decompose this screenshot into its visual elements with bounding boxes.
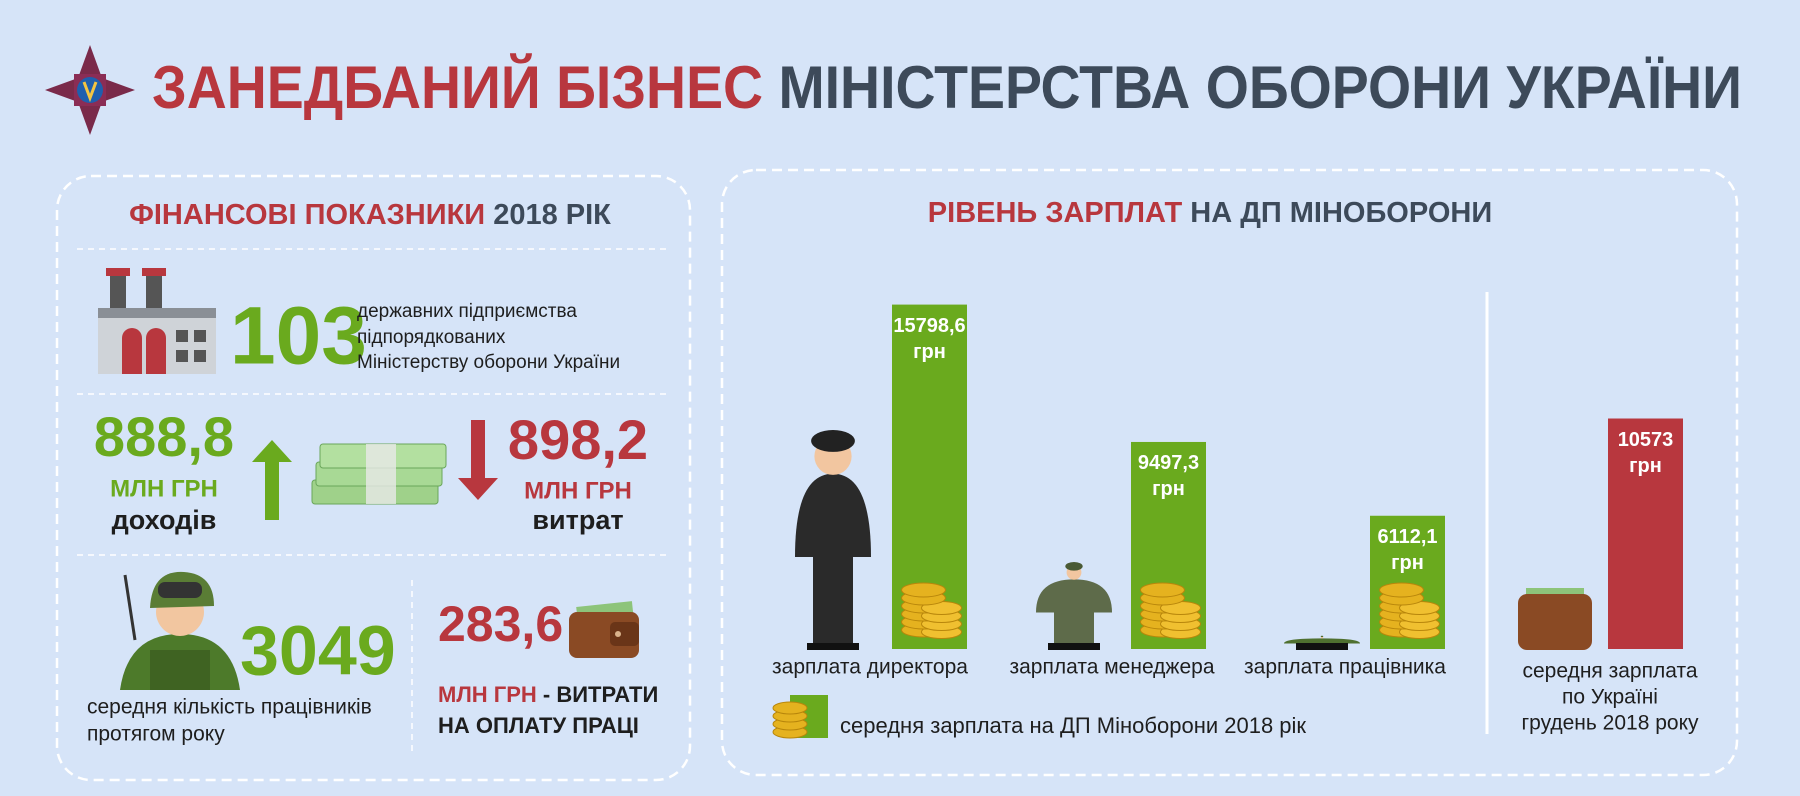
person-icon xyxy=(1284,635,1360,650)
torso xyxy=(1284,638,1360,644)
bar-value-label: 15798,6 xyxy=(893,315,965,337)
expenses-unit: МЛН ГРН xyxy=(524,477,632,504)
income-label: доходів xyxy=(112,505,217,535)
labor-costs-line: МЛН ГРН - ВИТРАТИ xyxy=(438,682,658,707)
labor-costs-number: 283,6 xyxy=(438,596,563,652)
shoes xyxy=(1296,643,1348,650)
finance-title: ФІНАНСОВІ ПОКАЗНИКИ 2018 РІК xyxy=(129,199,611,231)
finance-title-red: ФІНАНСОВІ ПОКАЗНИКИ xyxy=(129,199,485,231)
coin xyxy=(1140,582,1185,598)
bar-caption: зарплата працівника xyxy=(1244,656,1446,679)
national-caption: середня зарплата xyxy=(1522,660,1697,683)
shoes xyxy=(1048,643,1100,650)
bar-unit-label: грн xyxy=(1629,455,1662,477)
title-dark: МІНІСТЕРСТВА ОБОРОНИ УКРАЇНИ xyxy=(778,54,1742,121)
arrow-down xyxy=(458,420,498,500)
coins-icon xyxy=(1379,582,1440,639)
panel-finance xyxy=(55,174,692,782)
labor-costs-text: - ВИТРАТИ xyxy=(543,682,658,707)
bar xyxy=(1608,418,1683,649)
torso xyxy=(1036,579,1112,613)
expenses-label: витрат xyxy=(532,505,623,535)
money-icon xyxy=(311,443,447,505)
enterprises-text: державних підприємства xyxy=(357,301,577,322)
separators xyxy=(77,248,668,752)
coin xyxy=(1379,582,1424,598)
factory-icon xyxy=(98,268,216,374)
coin xyxy=(901,582,946,598)
emblem xyxy=(45,45,135,135)
hat xyxy=(811,430,855,452)
salary-title-dark: НА ДП МІНОБОРОНИ xyxy=(1190,197,1492,229)
arrow-up xyxy=(252,440,292,520)
coins-icon xyxy=(901,582,962,639)
bar-value-label: 6112,1 xyxy=(1377,526,1437,548)
coin xyxy=(772,701,808,715)
wallet-icon xyxy=(1518,588,1592,650)
panel-salary xyxy=(720,168,1739,777)
shoes xyxy=(807,643,859,650)
legend-coins xyxy=(772,701,808,739)
national-caption: грудень 2018 року xyxy=(1521,712,1699,735)
bar-caption: зарплата менеджера xyxy=(1010,656,1215,679)
national-caption: по Україні xyxy=(1562,686,1658,709)
enterprises-text: підпорядкованих xyxy=(357,327,506,348)
bar-unit-label: грн xyxy=(1391,552,1424,574)
workers-text: середня кількість працівників xyxy=(87,696,372,719)
wallet-icon xyxy=(569,601,639,658)
torso xyxy=(795,473,871,558)
wallet-body xyxy=(1518,594,1592,650)
coins-icon xyxy=(1140,582,1201,639)
enterprises-number: 103 xyxy=(230,291,367,382)
hat xyxy=(1320,635,1324,638)
legs xyxy=(813,550,853,645)
bar-unit-label: грн xyxy=(1152,478,1185,500)
workers-text: протягом року xyxy=(87,723,225,746)
hat xyxy=(1065,561,1083,571)
soldier-icon xyxy=(120,571,240,690)
bar-caption: зарплата директора xyxy=(772,656,968,679)
title-red: ЗАНЕДБАНИЙ БІЗНЕС xyxy=(152,54,763,121)
salary-title-red: РІВЕНЬ ЗАРПЛАТ xyxy=(928,197,1183,229)
workers-number: 3049 xyxy=(240,611,396,689)
title: ЗАНЕДБАНИЙ БІЗНЕС МІНІСТЕРСТВА ОБОРОНИ У… xyxy=(152,54,1742,121)
bar-unit-label: грн xyxy=(913,341,946,363)
labor-costs-unit: МЛН ГРН xyxy=(438,682,537,707)
salary-title: РІВЕНЬ ЗАРПЛАТ НА ДП МІНОБОРОНИ xyxy=(928,197,1492,229)
bar-value-label: 10573 xyxy=(1618,429,1674,451)
legs xyxy=(1054,609,1094,648)
finance-title-dark: 2018 РІК xyxy=(493,199,611,231)
bar-value-label: 9497,3 xyxy=(1138,452,1199,474)
person-icon xyxy=(1036,561,1112,650)
labor-costs-text: НА ОПЛАТУ ПРАЦІ xyxy=(438,713,639,738)
expenses-number: 898,2 xyxy=(508,408,648,471)
enterprises-text: Міністерству оборони України xyxy=(357,352,620,373)
income-number: 888,8 xyxy=(94,405,234,468)
legend-text: середня зарплата на ДП Міноборони 2018 р… xyxy=(840,713,1306,738)
person-icon xyxy=(795,430,871,650)
income-unit: МЛН ГРН xyxy=(110,475,218,502)
